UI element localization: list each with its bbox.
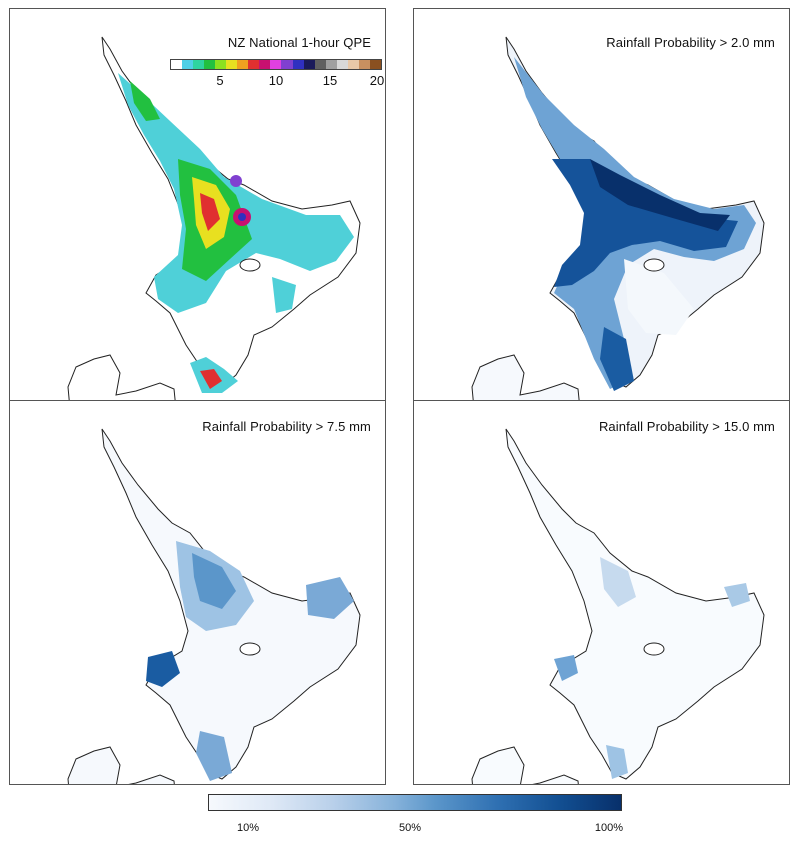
lake-taupo — [643, 642, 665, 656]
probability-colorbar — [208, 794, 622, 811]
qpe-color-swatch — [281, 60, 293, 69]
qpe-color-swatch — [226, 60, 238, 69]
prob-15mm-field — [554, 557, 750, 779]
prob-15mm-title: Rainfall Probability > 15.0 mm — [598, 419, 775, 434]
qpe-panel: NZ National 1-hour QPE 5 10 15 20 — [9, 8, 386, 401]
qpe-color-swatch — [325, 60, 337, 69]
qpe-color-swatch — [182, 60, 194, 69]
prob-15mm-map — [471, 428, 765, 784]
qpe-title: NZ National 1-hour QPE — [227, 35, 371, 50]
qpe-rain-field — [118, 73, 354, 393]
lake-taupo — [239, 258, 261, 272]
qpe-color-swatch — [358, 60, 370, 69]
qpe-color-swatch — [303, 60, 315, 69]
prob-7-5mm-panel: Rainfall Probability > 7.5 mm — [9, 400, 386, 785]
qpe-color-swatch — [270, 60, 282, 69]
qpe-color-swatch — [314, 60, 326, 69]
qpe-color-swatch — [193, 60, 205, 69]
prob-2mm-title: Rainfall Probability > 2.0 mm — [606, 35, 775, 50]
qpe-color-swatch — [237, 60, 249, 69]
probability-tick: 10% — [236, 822, 260, 834]
prob-2mm-panel: Rainfall Probability > 2.0 mm — [413, 8, 790, 401]
qpe-tick: 15 — [322, 73, 338, 88]
qpe-map — [67, 36, 361, 400]
qpe-tick: 5 — [216, 73, 224, 88]
qpe-color-swatch — [204, 60, 216, 69]
prob-7-5mm-map — [67, 428, 361, 784]
qpe-colorbar — [170, 59, 382, 70]
prob-7-5mm-field — [146, 541, 354, 781]
qpe-color-swatch — [215, 60, 227, 69]
lake-taupo — [239, 642, 261, 656]
probability-tick: 100% — [594, 822, 624, 834]
qpe-color-swatch — [336, 60, 348, 69]
prob-2mm-field — [514, 57, 756, 391]
lake-taupo — [643, 258, 665, 272]
qpe-color-swatch — [292, 60, 304, 69]
prob-7-5mm-title: Rainfall Probability > 7.5 mm — [202, 419, 371, 434]
prob-15mm-panel: Rainfall Probability > 15.0 mm — [413, 400, 790, 785]
qpe-color-swatch — [171, 60, 183, 69]
qpe-tick: 10 — [268, 73, 284, 88]
qpe-color-swatch — [248, 60, 260, 69]
probability-tick: 50% — [398, 822, 422, 834]
qpe-color-swatch — [259, 60, 271, 69]
prob-2mm-map — [471, 36, 765, 400]
qpe-tick: 20 — [369, 73, 385, 88]
qpe-color-swatch — [347, 60, 359, 69]
qpe-color-swatch — [369, 60, 381, 69]
